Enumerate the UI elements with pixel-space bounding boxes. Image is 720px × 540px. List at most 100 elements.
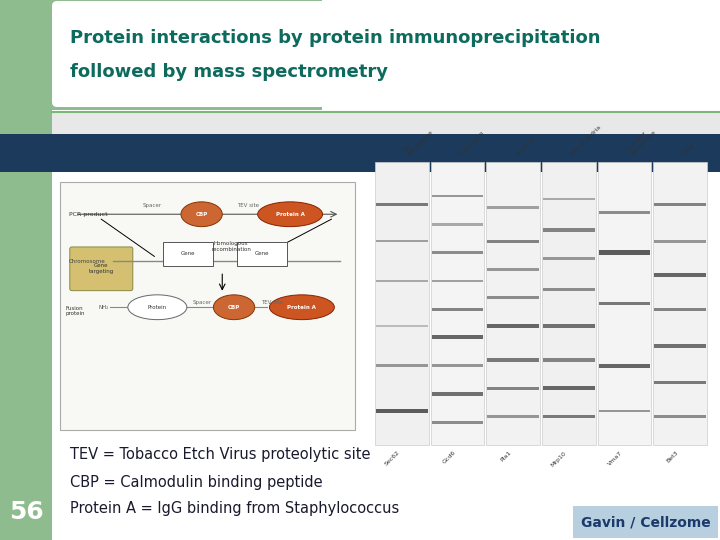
Bar — [598, 364, 650, 368]
Bar — [653, 162, 707, 445]
Bar — [654, 381, 706, 384]
Bar — [432, 421, 483, 424]
Bar — [487, 387, 539, 390]
Bar — [0, 0, 52, 540]
Text: Fusion
protein: Fusion protein — [66, 306, 86, 316]
Text: Spacer: Spacer — [193, 300, 212, 305]
Text: Gene: Gene — [255, 252, 269, 256]
Text: Homologous
recombination: Homologous recombination — [211, 241, 251, 252]
Bar — [376, 280, 428, 282]
Bar — [432, 223, 483, 226]
Bar — [487, 415, 539, 418]
Bar — [543, 359, 595, 362]
Text: Golgi: Golgi — [681, 142, 696, 157]
Bar — [432, 251, 483, 254]
Text: Sec62: Sec62 — [384, 450, 401, 467]
Bar — [486, 162, 540, 445]
Bar — [375, 162, 428, 445]
Text: Protein A: Protein A — [287, 305, 316, 310]
Bar — [598, 212, 650, 214]
Text: Mrp10: Mrp10 — [550, 450, 568, 468]
Bar — [598, 162, 652, 445]
Bar — [598, 251, 650, 255]
Bar — [543, 415, 595, 419]
Bar — [542, 162, 595, 445]
Text: 56: 56 — [9, 500, 43, 524]
Bar — [487, 268, 539, 271]
Bar — [237, 241, 287, 266]
Text: ER,
Membrane: ER, Membrane — [402, 125, 434, 157]
Bar — [654, 344, 706, 348]
Text: Gavin / Cellzome: Gavin / Cellzome — [580, 515, 711, 529]
Bar — [654, 415, 706, 418]
Text: Chromosome: Chromosome — [69, 259, 106, 264]
Bar — [487, 359, 539, 362]
Bar — [432, 194, 483, 197]
Bar — [52, 0, 322, 110]
Ellipse shape — [213, 295, 255, 320]
Bar — [543, 288, 595, 291]
Bar — [376, 202, 428, 206]
Bar — [543, 387, 595, 390]
Bar — [431, 162, 485, 445]
Bar — [432, 335, 483, 340]
Text: Protein interactions by protein immunoprecipitation: Protein interactions by protein immunopr… — [70, 29, 600, 47]
Bar — [573, 506, 718, 538]
Text: Protein A = IgG binding from Staphylococcus: Protein A = IgG binding from Staphylococ… — [70, 502, 400, 516]
Bar — [654, 308, 706, 311]
Text: Vma7: Vma7 — [607, 450, 624, 467]
Bar — [654, 203, 706, 206]
Bar — [60, 182, 355, 430]
Text: Mitochondria: Mitochondria — [570, 124, 603, 157]
Bar — [432, 392, 483, 396]
Ellipse shape — [181, 202, 222, 227]
Bar — [598, 410, 650, 413]
Bar — [432, 308, 483, 311]
Bar — [543, 228, 595, 232]
Bar — [543, 198, 595, 200]
Bar — [654, 273, 706, 277]
Bar — [376, 409, 428, 413]
Text: TEV site: TEV site — [237, 203, 259, 208]
Text: Protein: Protein — [148, 305, 167, 310]
Text: CBP = Calmodulin binding peptide: CBP = Calmodulin binding peptide — [70, 475, 323, 489]
FancyBboxPatch shape — [70, 247, 132, 291]
Text: Vacuolar
Membrane: Vacuolar Membrane — [626, 125, 657, 157]
Text: Gcd6: Gcd6 — [441, 450, 456, 465]
Text: Spacer: Spacer — [143, 203, 162, 208]
Bar — [543, 324, 595, 328]
Bar — [376, 240, 428, 242]
Text: Cytoplasm: Cytoplasm — [459, 130, 486, 157]
Text: Gene: Gene — [181, 252, 196, 256]
Text: TEV = Tobacco Etch Virus proteolytic site: TEV = Tobacco Etch Virus proteolytic sit… — [70, 448, 371, 462]
Bar — [376, 364, 428, 367]
Bar — [487, 324, 539, 328]
Bar — [543, 257, 595, 260]
Bar — [654, 240, 706, 242]
Text: NH₂: NH₂ — [99, 305, 109, 310]
Bar — [487, 240, 539, 243]
Bar — [163, 241, 213, 266]
Text: CBP: CBP — [228, 305, 240, 310]
Bar — [487, 296, 539, 299]
Bar — [598, 302, 650, 305]
Ellipse shape — [258, 202, 323, 227]
Text: Gene
targeting: Gene targeting — [89, 263, 114, 274]
Text: TEV site: TEV site — [261, 300, 283, 305]
Bar — [0, 134, 720, 172]
Bar — [432, 364, 483, 367]
Ellipse shape — [128, 295, 187, 320]
Text: Nucleus: Nucleus — [514, 136, 536, 157]
FancyBboxPatch shape — [52, 1, 720, 107]
Bar — [432, 280, 483, 282]
Bar — [376, 325, 428, 327]
Text: followed by mass spectrometry: followed by mass spectrometry — [70, 63, 388, 81]
Text: CBP: CBP — [195, 212, 208, 217]
Text: Bet3: Bet3 — [665, 450, 679, 464]
Text: PCR product: PCR product — [69, 212, 107, 217]
Text: Pla1: Pla1 — [500, 450, 512, 463]
Ellipse shape — [269, 295, 334, 320]
Text: Protein A: Protein A — [276, 212, 305, 217]
Bar — [52, 112, 720, 134]
Bar — [487, 206, 539, 208]
